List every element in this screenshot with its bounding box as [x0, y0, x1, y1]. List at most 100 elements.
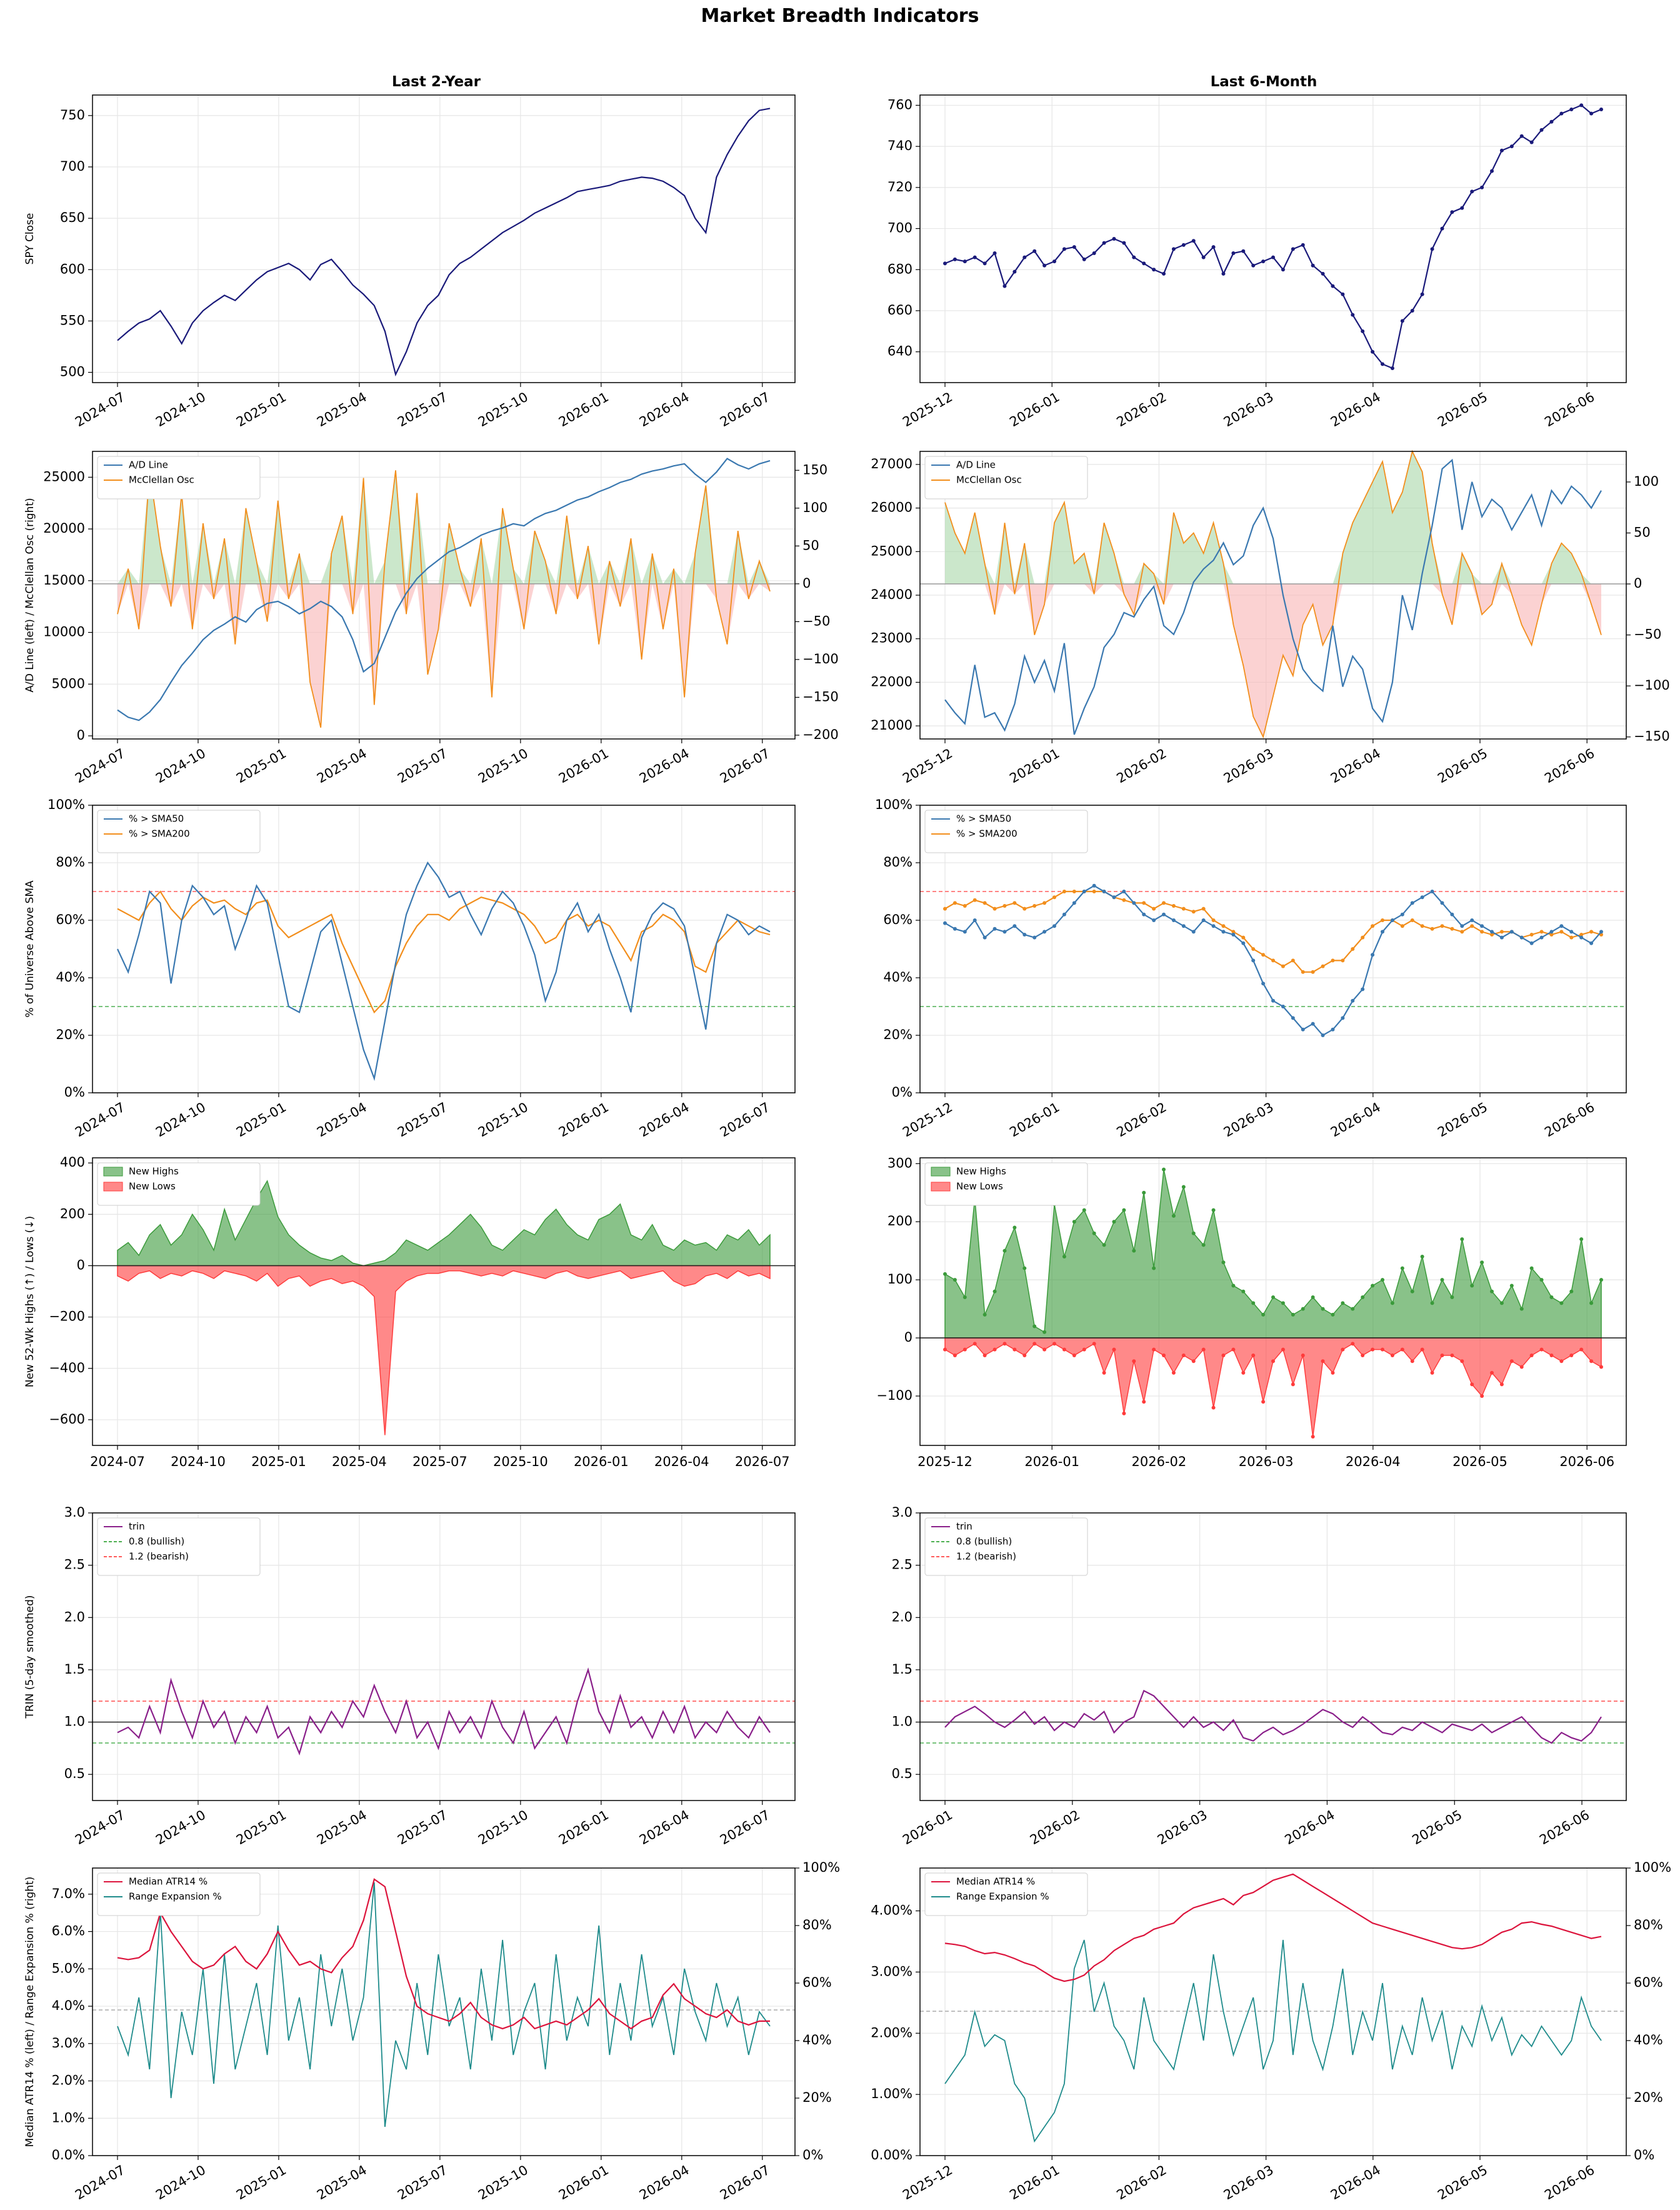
new-highs-area-point: [1519, 1307, 1524, 1311]
mcclellan-osc-line: [944, 450, 1602, 739]
pct-above-sma200-line-point: [1281, 964, 1285, 968]
new-highs-area-point: [1152, 1266, 1156, 1270]
pct-above-sma200-line-point: [962, 904, 967, 908]
plot-border: [92, 805, 796, 1093]
plot-area-atr_6m: [920, 1868, 1626, 2156]
x-tick-label: 2026-04: [1282, 1807, 1338, 1848]
plot-border: [92, 451, 796, 740]
pct-above-sma200-line-point: [1052, 895, 1056, 900]
y2-tick-label: 50: [1634, 525, 1651, 540]
x-tick-label: 2025-04: [314, 1100, 369, 1140]
pct-above-sma200-line-point: [1341, 958, 1345, 963]
pct-above-sma50-line-point: [1599, 930, 1603, 934]
new-lows-area-point: [1569, 1353, 1574, 1357]
new-highs-area-point: [1142, 1190, 1146, 1195]
new-lows-area-point: [1291, 1382, 1295, 1387]
spy-close-line-point: [1589, 111, 1594, 116]
y-tick-label: 21000: [871, 718, 912, 733]
spy-close-line-point: [1132, 255, 1136, 259]
new-highs-area-point: [1321, 1307, 1325, 1311]
pct-above-sma200-line-point: [1321, 964, 1325, 968]
spy-close-line-point: [1281, 268, 1285, 272]
y-tick-label: 200: [60, 1206, 85, 1221]
new-lows-area: [944, 1337, 1602, 1437]
spy-close-line-point: [1221, 271, 1226, 276]
new-lows-area-point: [962, 1347, 967, 1352]
pct-above-sma50-line-point: [1410, 901, 1414, 905]
pct-above-sma50-line-point: [1032, 935, 1037, 940]
new-lows-area-point: [1460, 1359, 1464, 1364]
new-lows-area-point: [1181, 1353, 1186, 1357]
trin-line: [944, 1689, 1602, 1744]
new-highs-area: [944, 1169, 1602, 1339]
spy-close-line-point: [952, 257, 957, 261]
new-highs-area-point: [1440, 1278, 1444, 1282]
x-tick-label: 2025-07: [412, 1454, 468, 1469]
pct-above-sma200-line-point: [1022, 907, 1027, 911]
x-tick-label: 2026-01: [556, 746, 611, 786]
new-highs-area-point: [1291, 1312, 1295, 1317]
x-tick-label: 2026-07: [718, 389, 772, 430]
spy-close-line-point: [1042, 263, 1047, 268]
new-highs-area-point: [1062, 1254, 1066, 1258]
x-tick-label: 2025-07: [395, 389, 450, 430]
x-tick-label: 2024-07: [90, 1454, 145, 1469]
y-tick-label: 2.0%: [52, 2073, 85, 2088]
new-highs-area-point: [1371, 1283, 1375, 1288]
y2-tick-label: 0: [1634, 576, 1642, 591]
new-lows-area-point: [1509, 1359, 1514, 1364]
plot-area-sma_6m: [920, 805, 1626, 1093]
new-highs-area-point: [1201, 1243, 1206, 1247]
pct-above-sma200-line-point: [1231, 930, 1236, 934]
spy-close-line-point: [1529, 140, 1534, 144]
spy-close-line-point: [1470, 189, 1474, 194]
legend-label: trin: [956, 1521, 972, 1532]
y2-tick-label: −150: [802, 689, 839, 704]
y-tick-label: 2.0: [64, 1609, 85, 1624]
y-tick-label: 25000: [871, 543, 912, 558]
new-lows-area-point: [1211, 1405, 1216, 1410]
y-tick-label: 640: [888, 344, 912, 359]
pct-above-sma50-line-point: [1162, 912, 1166, 917]
x-tick-label: 2026-01: [1024, 1454, 1079, 1469]
x-tick-label: 2025-01: [234, 1100, 289, 1140]
pct-above-sma200-line-point: [1201, 907, 1206, 911]
pct-above-sma50-line-point: [1381, 930, 1384, 934]
x-tick-label: 2025-04: [314, 2162, 369, 2203]
new-lows-area-point: [1162, 1353, 1166, 1357]
x-tick-label: 2026-05: [1409, 1807, 1464, 1848]
spy-close-line-point: [1112, 237, 1116, 241]
x-tick-label: 2026-01: [1007, 389, 1062, 430]
new-highs-area: [117, 1180, 771, 1267]
spy-close-line-point: [1251, 263, 1256, 268]
x-tick-label: 2026-01: [556, 389, 611, 430]
x-tick-label: 2025-04: [314, 389, 369, 430]
new-lows-area-point: [1539, 1347, 1544, 1352]
pct-above-sma200-line-point: [1062, 890, 1066, 893]
new-lows-area-point: [1420, 1347, 1424, 1352]
pct-above-sma200-line-point: [982, 901, 987, 905]
legend-box: [97, 1162, 261, 1206]
mcclellan-negative-area: [945, 584, 1601, 737]
pct-above-sma50-line-point: [1171, 918, 1176, 922]
new-highs-area-point: [1450, 1295, 1454, 1300]
plot-border: [919, 1157, 1627, 1446]
pct-above-sma50-line-point: [1002, 930, 1007, 934]
y-tick-label: 80%: [883, 855, 912, 870]
new-lows-area-point: [943, 1347, 947, 1352]
new-highs-area-point: [1032, 1324, 1037, 1329]
mcclellan-positive-area: [118, 470, 770, 584]
pct-above-sma50-line-point: [1042, 930, 1047, 934]
new-highs-area-point: [1122, 1208, 1126, 1212]
spy-close-line-point: [1171, 247, 1176, 251]
new-highs-area-point: [1231, 1283, 1236, 1288]
new-lows-area-point: [992, 1347, 997, 1352]
legend-box: [97, 1872, 261, 1916]
spy-close-line-point: [1519, 134, 1524, 138]
new-lows-area-point: [1410, 1359, 1414, 1364]
y-tick-label: 5.0%: [52, 1961, 85, 1976]
new-highs-area-point: [1410, 1289, 1414, 1293]
legend-label: 0.8 (bullish): [129, 1536, 184, 1547]
range-expansion-line: [944, 1939, 1602, 2143]
pct-above-sma50-line-point: [1052, 924, 1056, 928]
